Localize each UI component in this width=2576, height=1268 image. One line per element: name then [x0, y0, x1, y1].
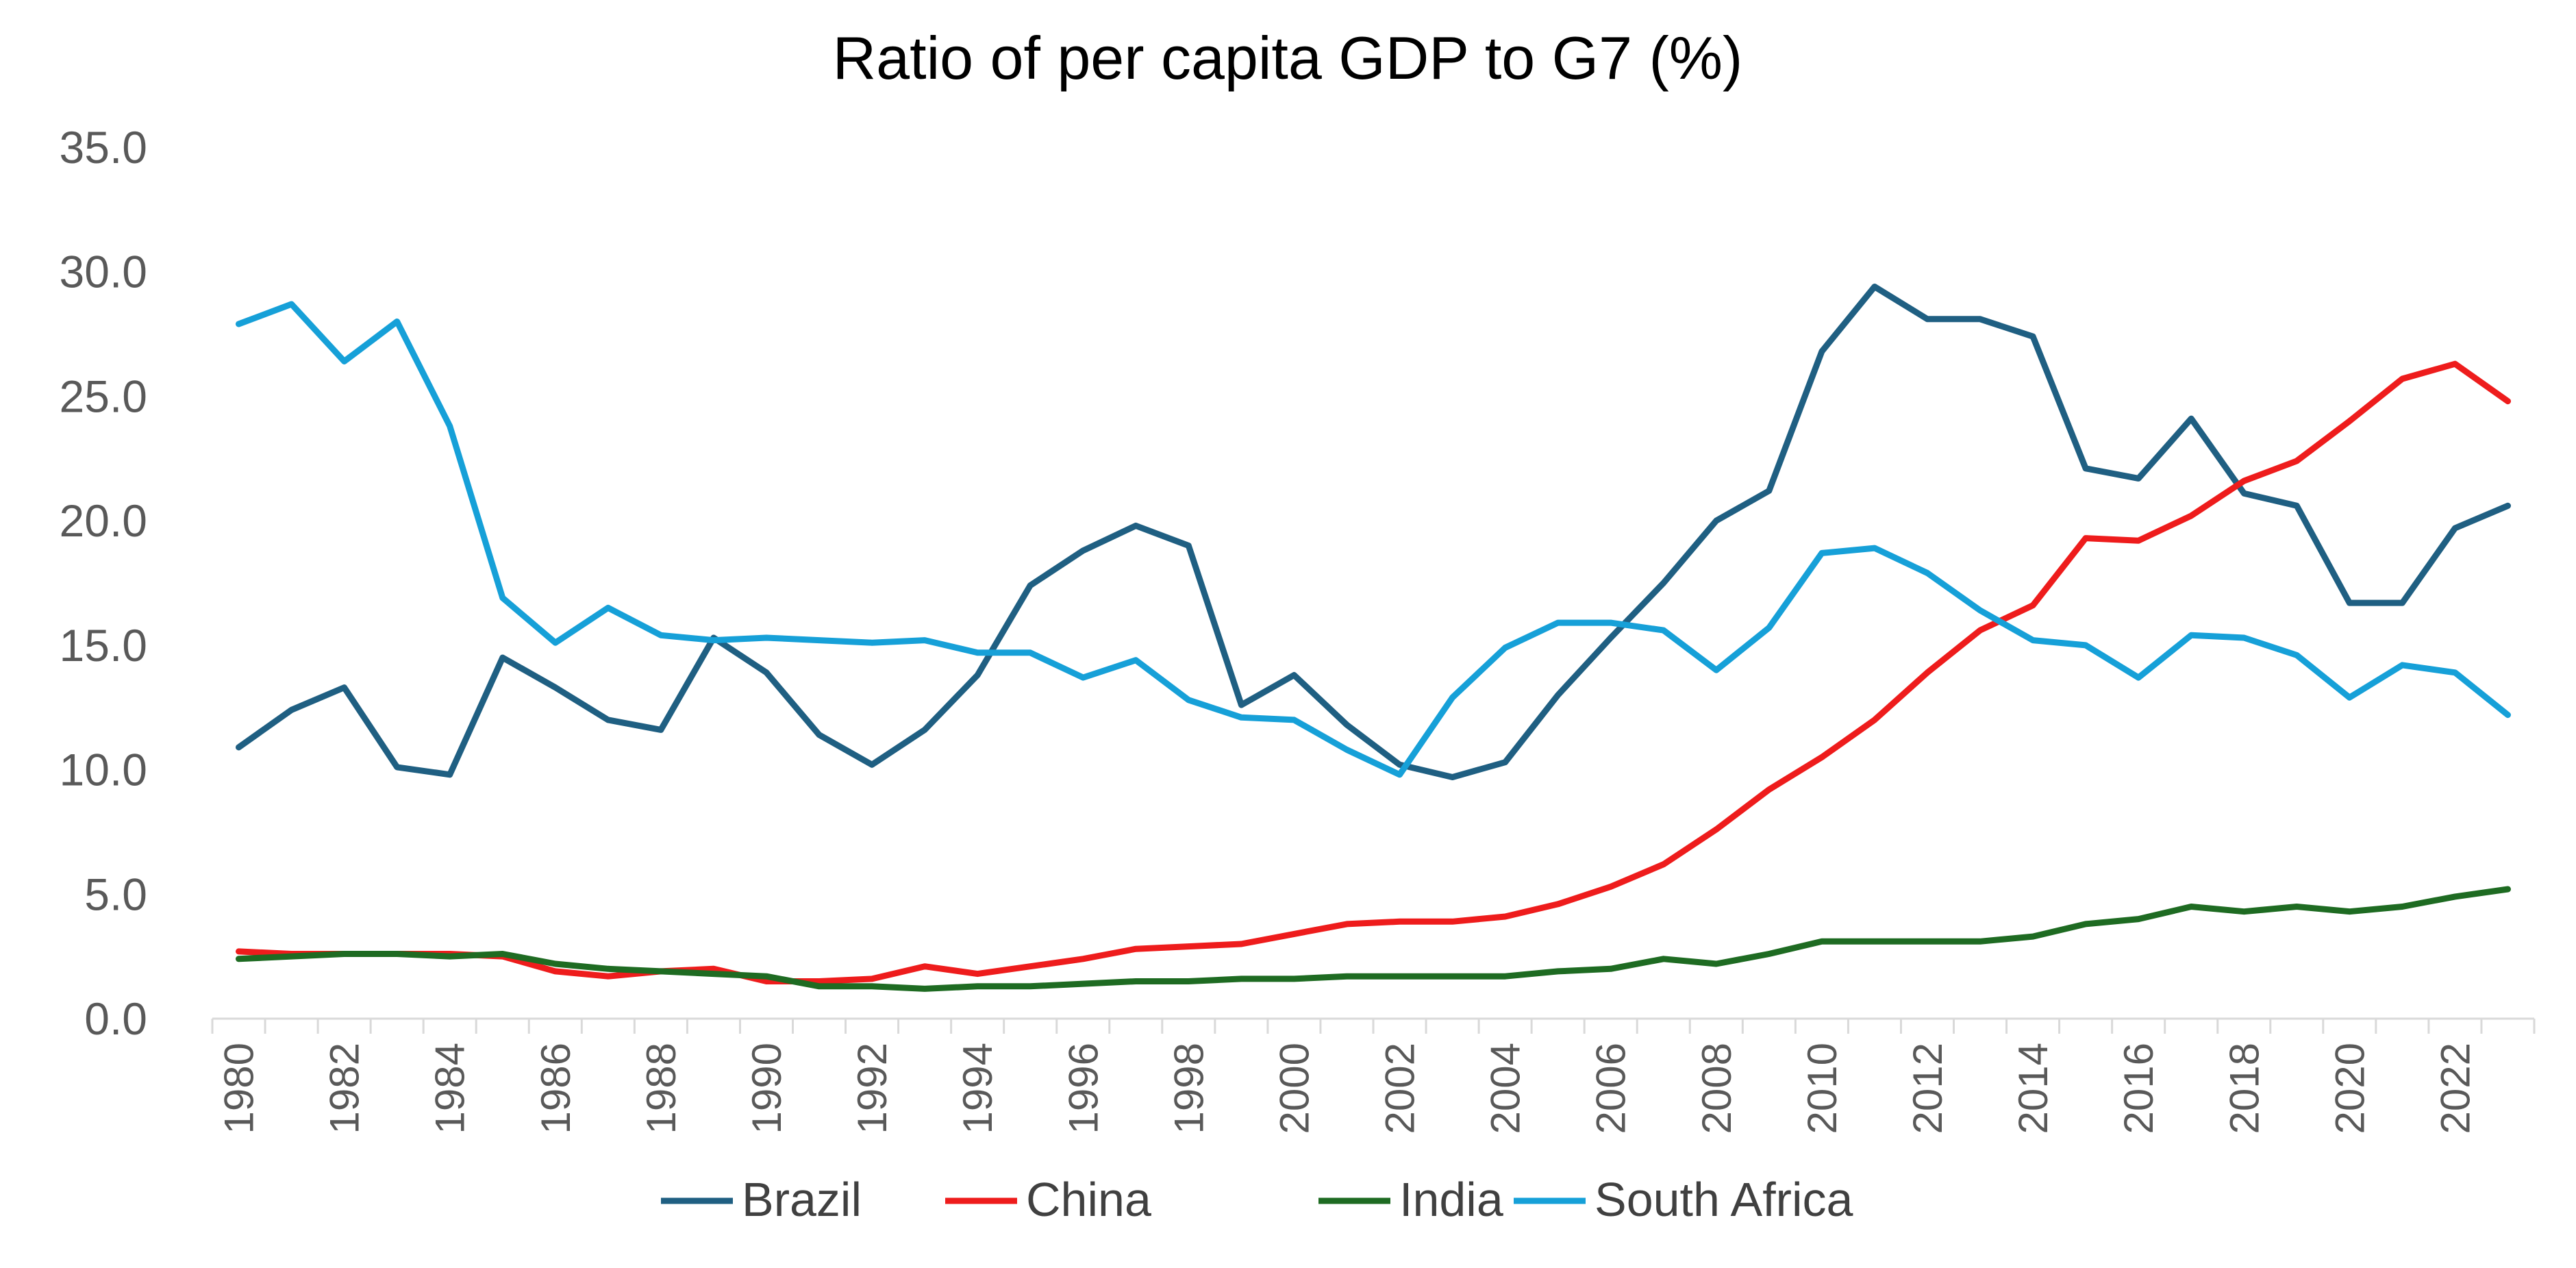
y-tick-label: 25.0 — [60, 371, 147, 421]
x-tick-label: 1984 — [427, 1043, 473, 1134]
y-tick-label: 20.0 — [60, 495, 147, 546]
x-tick-label: 2022 — [2432, 1043, 2478, 1134]
legend: Brazil China India South Africa — [661, 1173, 1853, 1226]
x-tick-label: 1980 — [216, 1043, 262, 1134]
series-layer — [236, 284, 2511, 992]
legend-label: Brazil — [742, 1173, 862, 1226]
x-tick-label: 2008 — [1694, 1043, 1740, 1134]
x-tick-label: 1982 — [322, 1043, 368, 1134]
chart-title: Ratio of per capita GDP to G7 (%) — [833, 24, 1743, 92]
y-tick-label: 10.0 — [60, 745, 147, 795]
x-tick-label: 2014 — [2010, 1043, 2056, 1134]
x-tick-label: 2018 — [2221, 1043, 2267, 1134]
y-tick-label: 15.0 — [60, 620, 147, 671]
x-tick-label: 2006 — [1588, 1043, 1634, 1134]
x-tick-label: 1992 — [849, 1043, 895, 1134]
series-line-brazil — [236, 284, 2511, 780]
series-line-china — [236, 360, 2511, 984]
x-tick-label: 2000 — [1271, 1043, 1317, 1134]
x-tick-label: 2010 — [1799, 1043, 1845, 1134]
x-tick-label: 1988 — [638, 1043, 684, 1134]
x-tick-label: 1994 — [955, 1043, 1001, 1134]
legend-label: China — [1026, 1173, 1151, 1226]
x-tick-label: 2004 — [1483, 1043, 1529, 1134]
x-tick-label: 2002 — [1377, 1043, 1423, 1134]
x-tick-label: 1996 — [1060, 1043, 1106, 1134]
y-tick-label: 5.0 — [84, 869, 147, 919]
y-tick-label: 35.0 — [60, 122, 147, 173]
x-tick-label: 1986 — [533, 1043, 579, 1134]
x-tick-label: 1990 — [744, 1043, 790, 1134]
axes: 0.0 5.0 10.0 15.0 20.0 25.0 30.0 35.0 1980 1982 19… — [60, 122, 2536, 1134]
x-tick-label: 2012 — [1905, 1043, 1951, 1134]
legend-label: India — [1399, 1173, 1503, 1226]
y-tick-label: 30.0 — [60, 247, 147, 297]
y-tick-label: 0.0 — [84, 993, 147, 1044]
x-tick-label: 2016 — [2116, 1043, 2162, 1134]
legend-label: South Africa — [1595, 1173, 1853, 1226]
series-line-india — [236, 886, 2511, 992]
x-tick-label: 1998 — [1166, 1043, 1212, 1134]
series-line-south-africa — [236, 301, 2511, 778]
x-tick-label: 2020 — [2327, 1043, 2373, 1134]
